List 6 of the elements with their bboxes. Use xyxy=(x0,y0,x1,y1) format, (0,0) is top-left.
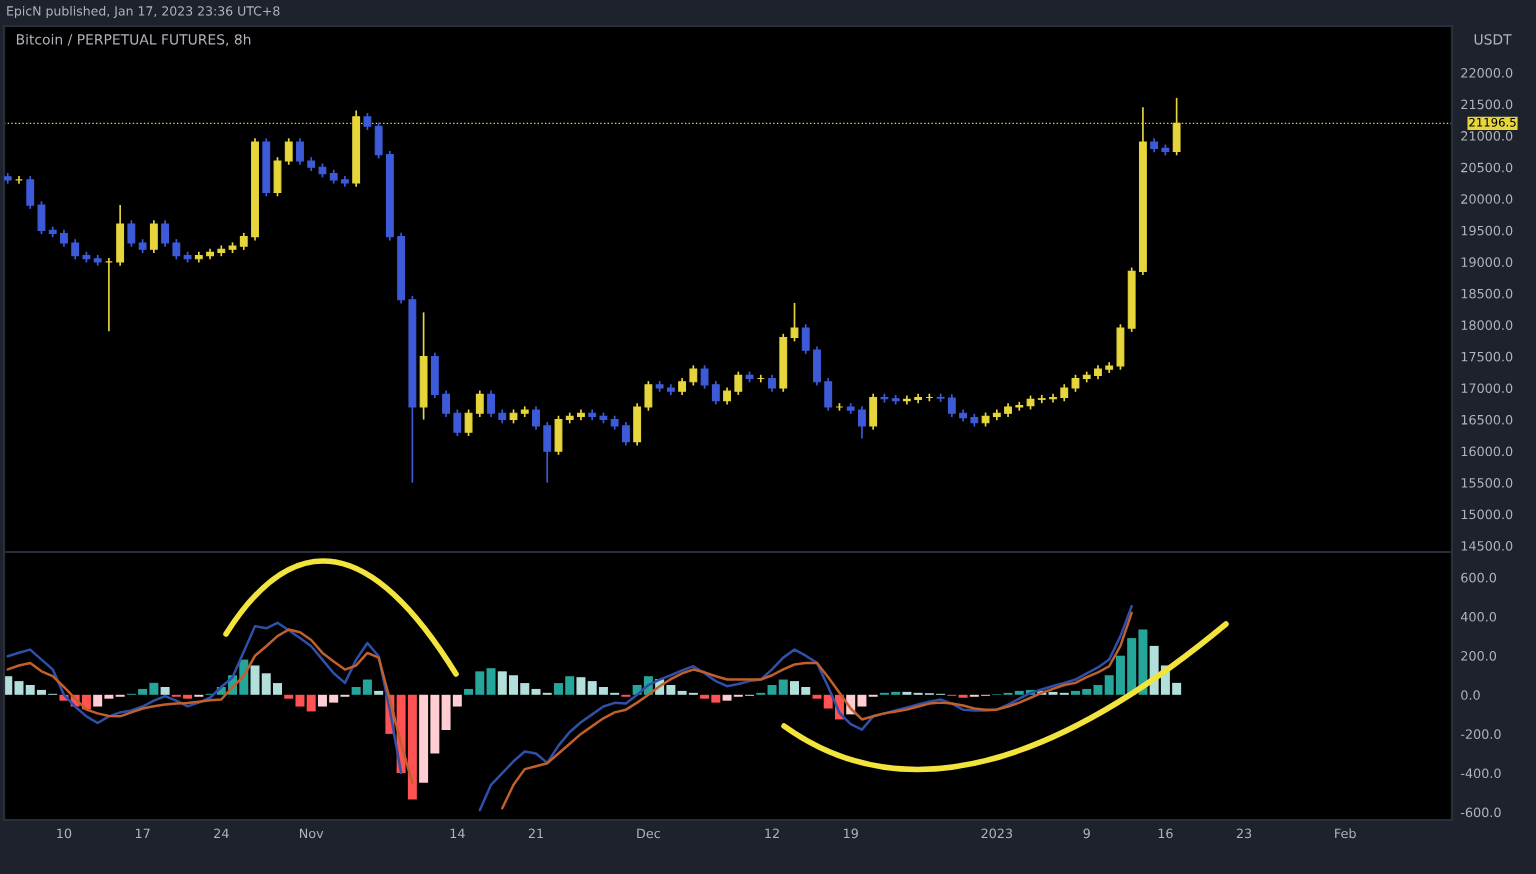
candlestick xyxy=(127,219,136,248)
candlestick xyxy=(554,414,563,456)
candlestick xyxy=(149,219,158,254)
candlestick xyxy=(116,204,125,267)
bar xyxy=(160,686,170,695)
candlestick xyxy=(869,392,878,431)
